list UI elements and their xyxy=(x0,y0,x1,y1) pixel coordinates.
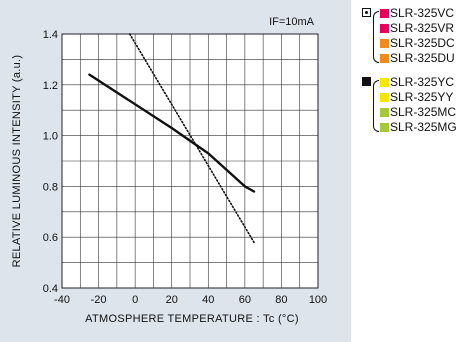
filled-square-icon xyxy=(362,77,371,86)
legend-item: SLR-325DC xyxy=(380,36,455,50)
legend-label: SLR-325DU xyxy=(390,51,455,65)
legend-label: SLR-325VR xyxy=(390,21,455,35)
grid xyxy=(62,34,318,288)
x-tick-label: 0 xyxy=(132,294,138,306)
x-tick-label: 100 xyxy=(309,294,327,306)
group-2-brace xyxy=(373,80,379,132)
x-tick-label: 20 xyxy=(166,294,178,306)
x-axis-title: ATMOSPHERE TEMPERATURE : Tc (°C) xyxy=(85,313,299,325)
legend-swatch xyxy=(380,92,389,102)
x-tick-labels: -40 -20 0 20 40 60 80 100 xyxy=(54,294,327,306)
legend-label: SLR-325YY xyxy=(390,90,454,104)
y-tick-label: 1.2 xyxy=(43,80,58,92)
y-tick-label: 0.8 xyxy=(43,181,58,193)
plot-frame xyxy=(61,33,319,289)
legend-item: SLR-325MG xyxy=(380,120,457,134)
legend-swatch xyxy=(380,53,389,63)
legend-item: SLR-325VC xyxy=(380,6,454,20)
y-tick-label: 1.0 xyxy=(43,131,58,143)
x-tick-label: 40 xyxy=(202,294,214,306)
dot-square-icon xyxy=(362,8,371,17)
legend-item: SLR-325YY xyxy=(380,90,453,104)
legend-item: SLR-325VR xyxy=(380,21,454,35)
dotted-series-line xyxy=(128,33,255,244)
legend-swatch xyxy=(380,38,389,48)
y-tick-label: 0.6 xyxy=(43,232,58,244)
legend-item: SLR-325MC xyxy=(380,105,456,119)
y-tick-label: 1.4 xyxy=(43,29,58,41)
legend-swatch xyxy=(380,122,389,132)
legend-label: SLR-325DC xyxy=(390,36,455,50)
legend-swatch xyxy=(380,8,389,18)
current-annotation: IF=10mA xyxy=(269,16,315,28)
y-tick-labels: 0.4 0.6 0.8 1.0 1.2 1.4 xyxy=(43,29,58,295)
x-tick-label: -20 xyxy=(91,294,107,306)
series-layer xyxy=(88,33,256,244)
legend-label: SLR-325MC xyxy=(390,105,457,119)
legend-swatch xyxy=(380,77,389,87)
y-tick-label: 0.4 xyxy=(43,283,58,295)
legend-swatch xyxy=(380,23,389,33)
group-1-brace xyxy=(373,11,379,63)
x-tick-label: 80 xyxy=(275,294,287,306)
legend-label: SLR-325VC xyxy=(390,6,455,20)
legend-label: SLR-325MG xyxy=(390,120,457,134)
x-tick-label: -40 xyxy=(54,294,70,306)
chart: -40 -20 0 20 40 60 80 100 0.4 0.6 0.8 1.0 1.2 1.4 AT… xyxy=(11,16,327,325)
legend-swatch xyxy=(380,107,389,117)
legend-item: SLR-325YC xyxy=(380,75,454,89)
solid-series-line xyxy=(88,73,256,193)
legend-label: SLR-325YC xyxy=(390,75,455,89)
y-axis-title: RELATIVE LUMINOUS INTENSITY (a.u.) xyxy=(11,55,23,268)
legend-item: SLR-325DU xyxy=(380,51,455,65)
x-tick-label: 60 xyxy=(239,294,251,306)
legend: SLR-325VC SLR-325VR SLR-325DC SLR-325DU … xyxy=(360,4,471,144)
